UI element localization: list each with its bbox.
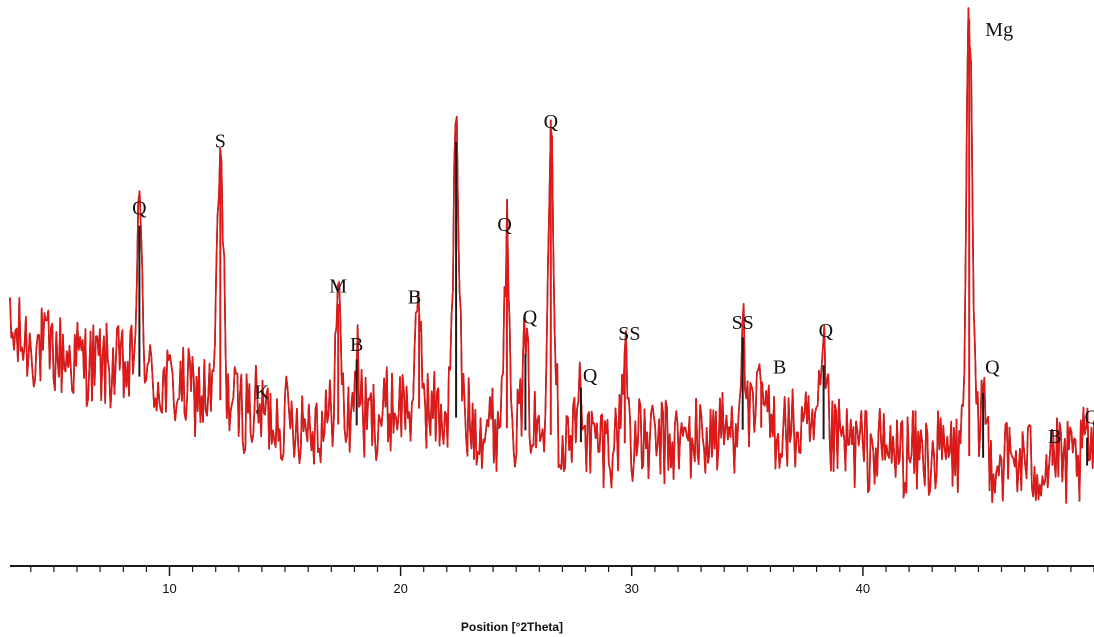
phase-label: B	[1048, 426, 1061, 448]
diffraction-trace	[9, 7, 1094, 504]
phase-label: S	[215, 131, 226, 153]
phase-label: Q	[819, 320, 834, 342]
x-tick-label: 20	[393, 581, 407, 596]
phase-label: Q	[985, 357, 1000, 379]
phase-label: Q	[497, 214, 512, 236]
x-axis-major-ticks	[168, 566, 864, 576]
phase-label: Mg	[985, 19, 1013, 41]
phase-label: M	[329, 276, 347, 298]
phase-label: Q	[523, 306, 538, 328]
phase-labels: Q S K M B B Q Q Q Q SS SS B Q Mg Q B Q	[132, 19, 1094, 448]
phase-label: Q	[544, 111, 559, 133]
x-axis: 10 20 30 40	[10, 565, 1094, 596]
phase-label: Q	[583, 365, 598, 387]
phase-label: SS	[732, 312, 754, 334]
x-tick-label: 40	[856, 581, 870, 596]
x-axis-minor-ticks	[30, 566, 1094, 572]
phase-label: Q	[132, 198, 147, 220]
x-tick-label: 10	[162, 581, 176, 596]
phase-label: K	[255, 382, 270, 404]
phase-label: Q	[1084, 407, 1094, 429]
phase-label: B	[773, 357, 786, 379]
x-axis-tick-labels: 10 20 30 40	[162, 581, 870, 596]
phase-label: SS	[618, 323, 640, 345]
phase-label: B	[350, 334, 363, 356]
x-axis-title: Position [°2Theta]	[461, 620, 563, 634]
trace-line	[9, 7, 1094, 504]
trace-shadow	[9, 7, 1094, 504]
phase-label: B	[408, 287, 421, 309]
x-tick-label: 30	[624, 581, 638, 596]
